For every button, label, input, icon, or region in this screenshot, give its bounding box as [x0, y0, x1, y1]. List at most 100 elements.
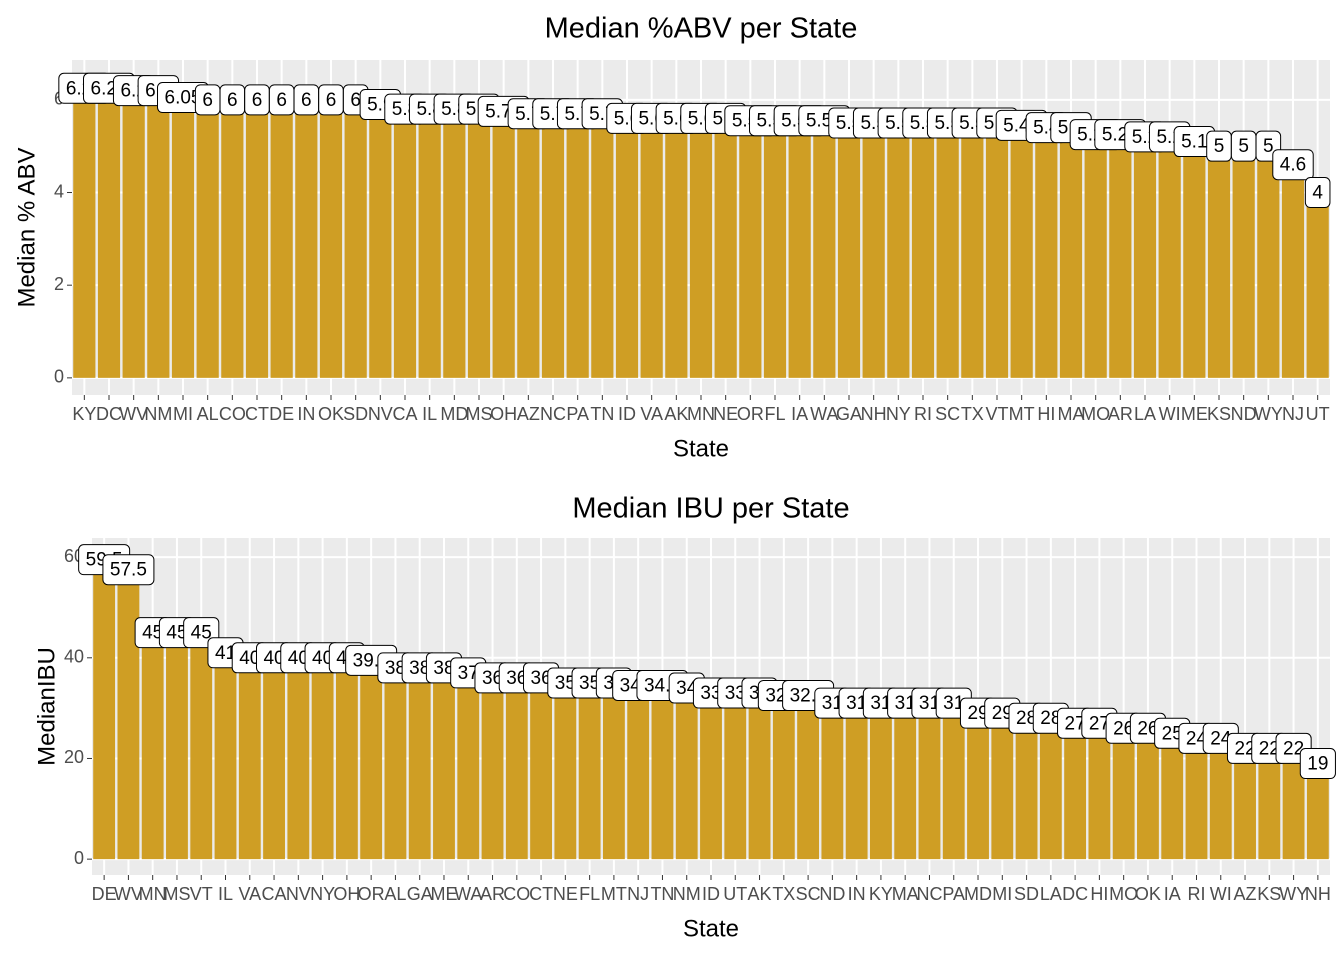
x-tick-label: CT [529, 884, 553, 904]
bar [813, 120, 836, 378]
x-tick-label: GA [836, 404, 862, 424]
data-label-text: 36 [531, 668, 552, 689]
y-tick-label: 20 [64, 747, 84, 767]
bar [991, 713, 1014, 860]
bar [1306, 763, 1329, 860]
x-tick-label: DE [269, 404, 294, 424]
bar [748, 693, 771, 860]
bar [1133, 136, 1157, 378]
bar [689, 118, 713, 378]
x-tick-label: IA [1164, 884, 1181, 904]
data-label-text: 38 [433, 658, 454, 679]
x-tick-label: NY [310, 884, 335, 904]
bar [1084, 134, 1107, 378]
x-tick-label: MS [163, 884, 190, 904]
x-tick-label: TN [590, 404, 614, 424]
bar [360, 660, 383, 860]
x-tick-label: NM [144, 404, 172, 424]
x-tick-label: ND [819, 884, 845, 904]
bar [319, 99, 343, 378]
x-tick-label: SD [343, 404, 368, 424]
data-label-text: 6.05 [165, 88, 202, 109]
bar [443, 109, 466, 378]
data-label-text: 22 [1283, 738, 1304, 759]
x-tick-label: HI [1090, 884, 1108, 904]
data-label-text: 36 [482, 668, 503, 689]
bar [1161, 733, 1184, 860]
x-tick-label: RI [1187, 884, 1205, 904]
bar [942, 703, 965, 860]
bar [1039, 718, 1062, 860]
data-label-text: 33 [700, 683, 721, 704]
data-label-text: 26 [1113, 718, 1134, 739]
data-label: 5 [1206, 130, 1232, 162]
data-label-text: 22 [1234, 738, 1255, 759]
chart-title: Median IBU per State [572, 493, 849, 525]
x-tick-label: IL [422, 404, 437, 424]
bar [311, 657, 334, 860]
x-tick-label: NM [673, 884, 701, 904]
data-label-text: 40 [263, 648, 284, 669]
x-tick-label: DE [92, 884, 117, 904]
data-label-text: 31 [919, 693, 940, 714]
x-tick-label: MD [440, 404, 468, 424]
x-tick-label: MT [1009, 404, 1035, 424]
bar [505, 677, 528, 860]
data-label-text: 6 [202, 90, 213, 111]
x-tick-label: WA [810, 404, 838, 424]
bar [492, 111, 515, 378]
bar [1064, 723, 1087, 860]
x-tick-label: MD [964, 884, 992, 904]
x-tick-label: PA [942, 884, 965, 904]
x-tick-label: NV [286, 884, 311, 904]
bar [122, 90, 145, 378]
x-tick-label: CA [392, 404, 417, 424]
data-label-text: 31 [895, 693, 916, 714]
chart-title: Median %ABV per State [545, 13, 858, 45]
bar [1258, 748, 1281, 860]
bar [517, 113, 540, 378]
x-tick-label: NJ [627, 884, 649, 904]
x-tick-label: MN [139, 884, 167, 904]
bar [578, 682, 601, 860]
bar [270, 99, 293, 378]
x-tick-label: MO [1109, 884, 1138, 904]
bar [566, 113, 589, 378]
x-tick-label: OK [318, 404, 344, 424]
data-label: 6 [219, 84, 246, 116]
data-label: 6 [244, 84, 270, 116]
x-tick-label: KY [72, 404, 96, 424]
bar [1232, 146, 1255, 378]
x-tick-label: KY [869, 884, 893, 904]
bar [1035, 127, 1058, 378]
x-tick-label: OR [737, 404, 764, 424]
bar [554, 682, 577, 860]
x-tick-label: UT [723, 884, 747, 904]
x-tick-label: WA [454, 884, 482, 904]
bar [985, 123, 1009, 378]
data-label: 5.1 [1173, 126, 1216, 158]
bar [93, 559, 116, 860]
x-tick-label: IN [297, 404, 315, 424]
x-tick-label: SC [935, 404, 960, 424]
y-tick-label: 4 [54, 181, 64, 201]
data-label: 57.5 [102, 554, 155, 586]
x-tick-label: UT [1306, 404, 1330, 424]
data-label: 6 [293, 84, 320, 116]
bar [221, 99, 244, 378]
x-tick-label: AL [384, 884, 406, 904]
x-axis-title: State [683, 915, 739, 942]
data-label: 4.6 [1272, 149, 1314, 181]
data-label-text: 34 [676, 678, 698, 699]
data-label-text: 5 [1238, 136, 1249, 157]
data-label-text: 28 [1040, 708, 1061, 729]
x-tick-label: AZ [1234, 884, 1257, 904]
data-label-text: 24 [1210, 728, 1232, 749]
bar [166, 632, 188, 860]
data-label-text: 57.5 [110, 560, 147, 581]
x-tick-label: TN [650, 884, 674, 904]
x-tick-label: NY [886, 404, 911, 424]
y-tick-label: 0 [54, 367, 64, 387]
x-tick-label: AR [480, 884, 505, 904]
data-label-text: 35 [555, 673, 576, 694]
